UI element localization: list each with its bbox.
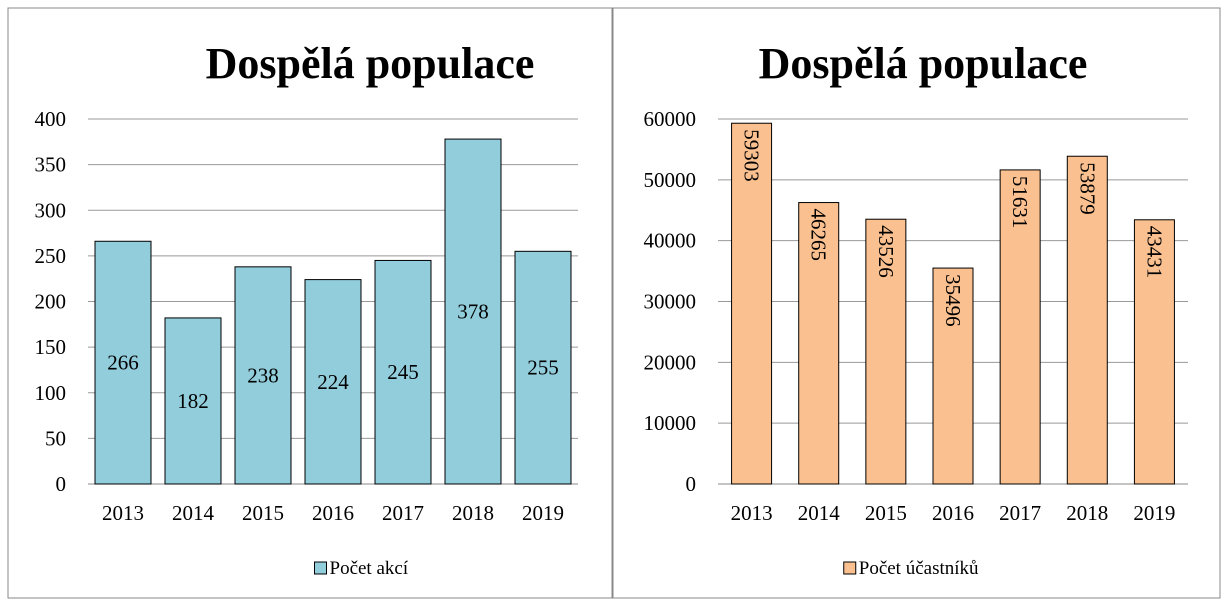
y-tick-label: 350 bbox=[35, 153, 67, 177]
bar bbox=[234, 266, 292, 485]
y-tick-label: 250 bbox=[35, 244, 67, 268]
y-tick-label: 100 bbox=[35, 381, 67, 405]
value-label: 255 bbox=[527, 356, 559, 380]
x-tick-label: 2016 bbox=[932, 501, 974, 525]
y-tick-label: 50000 bbox=[644, 168, 697, 192]
bar bbox=[94, 240, 152, 485]
value-label: 51631 bbox=[1008, 176, 1032, 229]
value-label: 43431 bbox=[1142, 226, 1166, 278]
bar bbox=[444, 138, 502, 485]
x-tick-label: 2014 bbox=[798, 501, 841, 525]
bar bbox=[999, 169, 1041, 485]
value-label: 53879 bbox=[1075, 162, 1099, 215]
value-label: 266 bbox=[107, 351, 139, 375]
y-tick-label: 150 bbox=[35, 335, 67, 359]
x-tick-label: 2019 bbox=[1133, 501, 1175, 525]
y-tick-label: 30000 bbox=[644, 290, 697, 314]
x-tick-label: 2015 bbox=[242, 501, 284, 525]
value-label: 35496 bbox=[941, 274, 965, 327]
bar bbox=[1133, 219, 1175, 485]
y-tick-label: 0 bbox=[686, 472, 697, 496]
value-label: 43526 bbox=[874, 225, 898, 278]
bar bbox=[731, 122, 773, 485]
chart-title: Dospělá populace bbox=[759, 39, 1088, 88]
value-label: 224 bbox=[317, 370, 349, 394]
y-tick-label: 20000 bbox=[644, 350, 697, 374]
value-label: 238 bbox=[247, 363, 279, 387]
y-tick-label: 10000 bbox=[644, 411, 697, 435]
x-tick-label: 2017 bbox=[382, 501, 424, 525]
bar bbox=[798, 202, 840, 485]
x-tick-label: 2013 bbox=[731, 501, 773, 525]
y-tick-label: 200 bbox=[35, 290, 67, 314]
bar bbox=[865, 218, 907, 485]
bar bbox=[164, 317, 222, 485]
y-tick-label: 300 bbox=[35, 198, 67, 222]
x-tick-label: 2017 bbox=[999, 501, 1041, 525]
x-tick-label: 2019 bbox=[522, 501, 564, 525]
value-label: 182 bbox=[177, 389, 209, 413]
value-label: 59303 bbox=[740, 129, 764, 182]
y-tick-label: 50 bbox=[45, 426, 66, 450]
x-tick-label: 2014 bbox=[172, 501, 215, 525]
bar bbox=[932, 267, 974, 485]
y-tick-label: 60000 bbox=[644, 107, 697, 131]
legend-swatch bbox=[843, 561, 857, 575]
bar bbox=[514, 250, 572, 485]
bar bbox=[304, 279, 362, 485]
value-label: 378 bbox=[457, 300, 489, 324]
x-tick-label: 2018 bbox=[1066, 501, 1108, 525]
x-tick-label: 2016 bbox=[312, 501, 354, 525]
legend-label: Počet akcí bbox=[330, 558, 409, 579]
value-label: 245 bbox=[387, 360, 419, 384]
x-tick-label: 2013 bbox=[102, 501, 144, 525]
bar bbox=[1066, 155, 1108, 485]
y-tick-label: 40000 bbox=[644, 229, 697, 253]
legend-label: Počet účastníků bbox=[859, 558, 979, 579]
bar bbox=[374, 259, 432, 485]
x-tick-label: 2018 bbox=[452, 501, 494, 525]
legend-swatch bbox=[314, 561, 327, 575]
chart-title: Dospělá populace bbox=[206, 39, 535, 88]
value-label: 46265 bbox=[807, 209, 831, 261]
chart-frame bbox=[612, 7, 1221, 599]
y-tick-label: 0 bbox=[56, 472, 67, 496]
x-tick-label: 2015 bbox=[865, 501, 907, 525]
y-tick-label: 400 bbox=[35, 107, 67, 131]
